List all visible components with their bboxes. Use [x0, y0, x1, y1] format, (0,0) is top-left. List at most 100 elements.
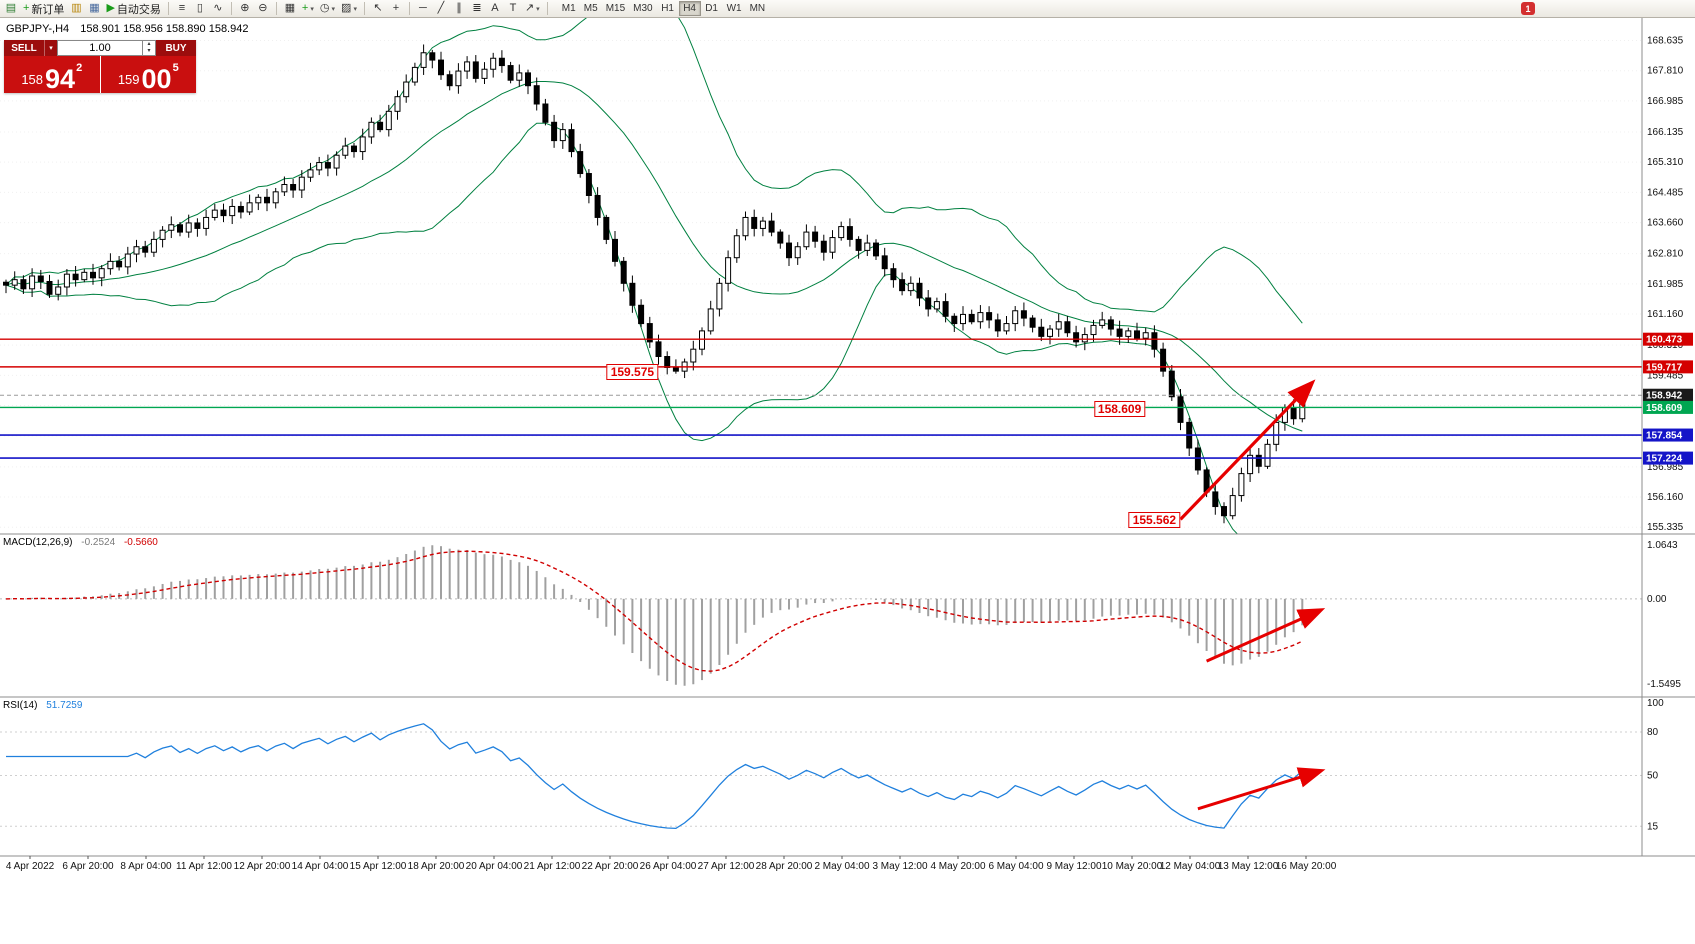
periods-icon[interactable]: ◷ ▾	[317, 1, 338, 17]
new-order-button[interactable]: + 新订单	[20, 1, 67, 17]
time-axis-label: 21 Apr 12:00	[524, 861, 581, 872]
candle-body	[1238, 473, 1245, 497]
price-tag-label: 157.224	[1646, 454, 1683, 465]
rsi-header: RSI(14) 51.7259	[3, 700, 82, 711]
candle-body	[629, 282, 636, 306]
new-chart-icon[interactable]: ▤	[2, 1, 20, 17]
trend-arrow-macd[interactable]	[1205, 608, 1326, 663]
candle-body	[1081, 334, 1088, 343]
channel-icon-glyph: ∥	[456, 2, 462, 14]
candlestick-chart-icon[interactable]: ▯	[191, 1, 209, 17]
text-label-icon-glyph: T	[509, 2, 517, 14]
bar-chart-icon[interactable]: ≡	[173, 1, 191, 17]
stepper-down-icon[interactable]: ▾	[147, 48, 151, 54]
candle-body	[777, 231, 784, 244]
price-annotation[interactable]: 155.562	[1128, 512, 1181, 529]
candle-body	[1003, 323, 1010, 332]
fibonacci-icon[interactable]: ≣	[468, 1, 486, 17]
candle-body	[1255, 454, 1262, 467]
timeframe-mn[interactable]: MN	[749, 3, 766, 14]
price-axis-label: 156.985	[1647, 462, 1684, 473]
trend-arrow-main[interactable]	[1179, 379, 1316, 521]
buy-button[interactable]: BUY	[156, 40, 196, 56]
candle-body	[403, 81, 410, 98]
rsi-axis-label: 50	[1647, 771, 1659, 782]
candle-body	[1125, 330, 1132, 337]
candle-body	[646, 323, 653, 343]
candle-body	[272, 191, 279, 204]
stepper-up-icon[interactable]: ▴	[147, 41, 151, 48]
volume-stepper[interactable]: ▴ ▾	[143, 40, 156, 56]
text-label-icon[interactable]: T	[504, 1, 522, 17]
line-chart-icon[interactable]: ∿	[209, 1, 227, 17]
templates-icon[interactable]: ▨ ▾	[338, 1, 360, 17]
rsi-line	[6, 723, 1303, 830]
timeframe-m1[interactable]: M1	[561, 3, 576, 14]
time-axis-label: 22 Apr 20:00	[582, 861, 639, 872]
price-annotation[interactable]: 158.609	[1093, 400, 1146, 417]
zoom-in-icon[interactable]: ⊕	[236, 1, 254, 17]
charts-list-icon[interactable]: ▥	[67, 1, 85, 17]
volume-input[interactable]	[57, 40, 143, 56]
price-axis-label: 156.160	[1647, 492, 1684, 503]
candle-body	[803, 231, 810, 248]
macd-name: MACD(12,26,9)	[3, 537, 73, 548]
price-tag-label: 158.609	[1646, 403, 1683, 414]
candle-body	[1047, 328, 1053, 337]
time-axis-label: 3 May 12:00	[872, 861, 927, 872]
tile-windows-icon[interactable]: ▦	[281, 1, 299, 17]
buy-price-button[interactable]: 159 00 5	[100, 56, 196, 93]
notification-badge[interactable]: 1	[1521, 2, 1535, 15]
arrows-icon[interactable]: ↗ ▾	[522, 1, 543, 17]
candle-body	[1090, 324, 1097, 336]
horizontal-line-icon[interactable]: ─	[414, 1, 432, 17]
price-annotation[interactable]: 159.575	[606, 363, 659, 380]
sell-button[interactable]: SELL	[4, 40, 44, 56]
time-axis-label: 15 Apr 12:00	[350, 861, 407, 872]
timeframe-h1[interactable]: H1	[661, 3, 674, 14]
trend-arrow-rsi[interactable]	[1197, 767, 1326, 811]
candle-body	[46, 280, 53, 295]
timeframe-m15[interactable]: M15	[605, 3, 626, 14]
price-tag	[1643, 388, 1693, 402]
cursor-icon[interactable]: ↖	[369, 1, 387, 17]
price-axis-label: 167.810	[1647, 66, 1684, 77]
candle-body	[655, 341, 662, 358]
price-axis-label: 165.310	[1647, 157, 1684, 168]
candle-body	[472, 61, 479, 79]
indicators-icon[interactable]: + ▾	[299, 1, 317, 17]
market-watch-icon[interactable]: ▦	[85, 1, 103, 17]
chevron-down-icon: ▾	[536, 5, 540, 13]
sell-options-caret-icon[interactable]: ▾	[44, 40, 57, 56]
candle-body	[185, 222, 192, 233]
timeframe-d1[interactable]: D1	[705, 3, 718, 14]
candle-body	[1055, 321, 1062, 330]
timeframe-h4[interactable]: H4	[678, 1, 701, 16]
charts-list-icon-glyph: ▥	[71, 2, 82, 14]
trendline-icon[interactable]: ╱	[432, 1, 450, 17]
candle-body	[1168, 370, 1175, 398]
time-axis-label: 9 May 12:00	[1046, 861, 1101, 872]
candle-body	[1194, 447, 1201, 471]
timeframe-w1[interactable]: W1	[726, 3, 742, 14]
timeframe-m5[interactable]: M5	[583, 3, 598, 14]
bollinger-upper-line	[5, 18, 1303, 324]
candle-body	[960, 313, 966, 325]
text-icon[interactable]: A	[486, 1, 504, 17]
sell-price-button[interactable]: 158 94 2	[4, 56, 101, 93]
candle-body	[107, 260, 114, 270]
zoom-out-icon[interactable]: ⊖	[254, 1, 272, 17]
macd-axis-label: 0.00	[1647, 594, 1667, 605]
channel-icon[interactable]: ∥	[450, 1, 468, 17]
buy-price-pip: 5	[172, 62, 179, 74]
auto-trading-button[interactable]: ▶ 自动交易	[103, 1, 163, 17]
indicators-icon-glyph: +	[301, 2, 309, 14]
candle-body	[525, 72, 531, 87]
price-tag	[1643, 428, 1693, 442]
crosshair-icon[interactable]: +	[387, 1, 405, 17]
timeframe-m30[interactable]: M30	[633, 3, 653, 14]
candle-body	[1116, 328, 1123, 337]
candle-body	[855, 238, 862, 251]
